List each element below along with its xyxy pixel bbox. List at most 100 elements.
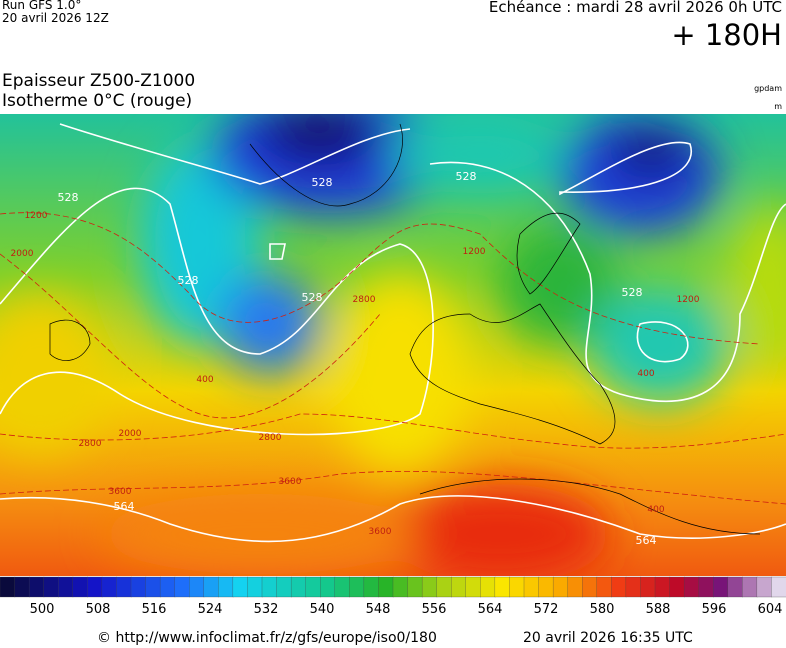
run-label: Run GFS 1.0° — [2, 0, 82, 12]
colorbar-swatch — [727, 576, 743, 598]
timestamp: 20 avril 2026 16:35 UTC — [523, 630, 693, 646]
colorbar-swatch — [87, 576, 103, 598]
contour-label: 528 — [456, 170, 477, 183]
colorbar-label: 572 — [534, 602, 559, 617]
contour-label: 2000 — [11, 249, 34, 259]
colorbar-swatch — [698, 576, 714, 598]
colorbar-swatch — [28, 576, 45, 598]
colorbar-swatch — [538, 576, 554, 598]
contour-label: 2800 — [353, 295, 376, 305]
colorbar-swatch — [116, 576, 132, 598]
colorbar-swatch — [174, 576, 190, 598]
colorbar-swatch — [0, 576, 16, 598]
colorbar-swatch — [130, 576, 147, 598]
colorbar-swatch — [669, 576, 685, 598]
colorbar-swatch — [509, 576, 525, 598]
contour-label: 3600 — [109, 487, 132, 497]
colorbar-swatch — [247, 576, 263, 598]
colorbar-label: 540 — [310, 602, 335, 617]
colorbar-swatch — [101, 576, 118, 598]
contour-label: 528 — [622, 286, 643, 299]
colorbar-swatch — [218, 576, 234, 598]
colorbar-swatch — [14, 576, 30, 598]
run-date: 20 avril 2026 12Z — [2, 11, 109, 25]
map-title: Epaisseur Z500-Z1000 — [2, 71, 196, 91]
colorbar-swatch — [363, 576, 380, 598]
colorbar-swatch — [43, 576, 59, 598]
colorbar-swatch — [407, 576, 423, 598]
contour-label: 3600 — [279, 477, 302, 487]
contour-label: 1200 — [25, 211, 48, 221]
contour-label: 2800 — [259, 433, 282, 443]
colorbar-swatch — [305, 576, 321, 598]
contour-label: 3600 — [369, 527, 392, 537]
colorbar-swatch — [611, 576, 627, 598]
unit-thickness: gpdam — [754, 84, 782, 93]
colorbar-label: 532 — [254, 602, 279, 617]
contour-label: 564 — [636, 534, 657, 547]
colorbar — [0, 576, 786, 598]
colorbar-swatch — [58, 576, 74, 598]
colorbar-label: 588 — [646, 602, 671, 617]
contour-label: 400 — [647, 505, 664, 515]
contour-label: 1200 — [677, 295, 700, 305]
colorbar-label: 500 — [30, 602, 55, 617]
colorbar-swatch — [159, 576, 176, 598]
colorbar-swatch — [145, 576, 161, 598]
colorbar-swatch — [596, 576, 612, 598]
colorbar-swatch — [276, 576, 292, 598]
colorbar-swatch — [451, 576, 467, 598]
contour-label: 528 — [302, 291, 323, 304]
colorbar-swatch — [640, 576, 656, 598]
contour-label: 400 — [637, 369, 654, 379]
colorbar-labels: 500 508 516 524 532 540 548 556 564 572 580 588 596 6… — [30, 602, 783, 617]
colorbar-label: 524 — [198, 602, 223, 617]
contour-label: 2800 — [79, 439, 102, 449]
colorbar-label: 548 — [366, 602, 391, 617]
colorbar-swatch — [523, 576, 540, 598]
contour-label: 564 — [114, 500, 135, 513]
map: 528 528 528 528 528 528 564 564 1200 1200 1200 2000… — [0, 114, 786, 576]
colorbar-swatch — [465, 576, 481, 598]
colorbar-label: 516 — [142, 602, 167, 617]
colorbar-swatch — [290, 576, 307, 598]
contour-label: 2000 — [119, 429, 142, 439]
colorbar-label: 604 — [758, 602, 783, 617]
colorbar-swatch — [683, 576, 700, 598]
colorbar-swatch — [189, 576, 205, 598]
colorbar-swatch — [203, 576, 219, 598]
colorbar-swatch — [436, 576, 452, 598]
map-subtitle: Isotherme 0°C (rouge) — [2, 91, 193, 111]
lead-time: + 180H — [671, 18, 782, 52]
colorbar-swatch — [232, 576, 249, 598]
colorbar-swatch — [552, 576, 569, 598]
colorbar-label: 564 — [478, 602, 503, 617]
contour-label: 528 — [312, 176, 333, 189]
colorbar-label: 556 — [422, 602, 447, 617]
colorbar-swatch — [713, 576, 729, 598]
colorbar-swatch — [625, 576, 642, 598]
colorbar-swatch — [494, 576, 511, 598]
colorbar-swatch — [654, 576, 671, 598]
colorbar-swatch — [582, 576, 598, 598]
colorbar-label: 596 — [702, 602, 727, 617]
colorbar-swatch — [320, 576, 336, 598]
source-url: © http://www.infoclimat.fr/z/gfs/europe/… — [97, 630, 437, 646]
colorbar-swatch — [742, 576, 758, 598]
colorbar-swatch — [480, 576, 496, 598]
colorbar-swatch — [378, 576, 394, 598]
colorbar-swatch — [421, 576, 438, 598]
echeance: Echéance : mardi 28 avril 2026 0h UTC — [488, 0, 782, 16]
colorbar-swatch — [771, 576, 786, 598]
contour-label: 1200 — [463, 247, 486, 257]
colorbar-swatch — [349, 576, 365, 598]
contour-label: 400 — [196, 375, 213, 385]
contour-label: 528 — [58, 191, 79, 204]
colorbar-swatch — [567, 576, 583, 598]
unit-iso: m — [774, 102, 782, 111]
colorbar-swatch — [334, 576, 350, 598]
colorbar-label: 508 — [86, 602, 111, 617]
colorbar-label: 580 — [590, 602, 615, 617]
contour-label: 528 — [178, 274, 199, 287]
